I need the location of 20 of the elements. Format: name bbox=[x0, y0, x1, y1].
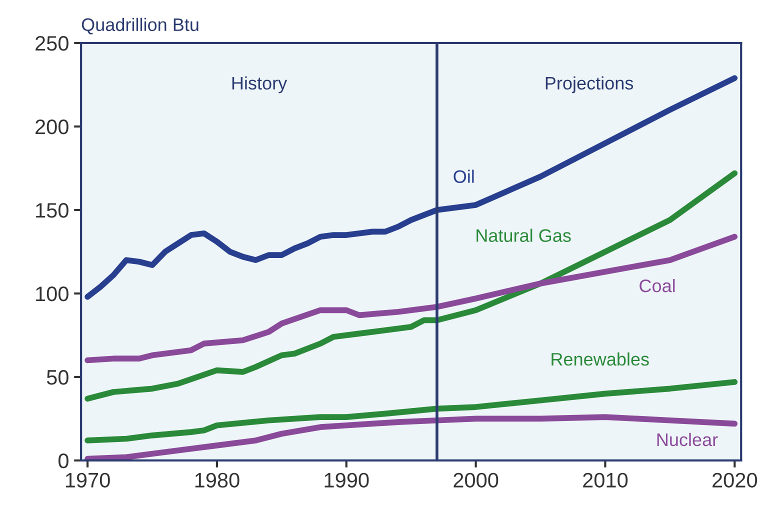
y-tick-label: 100 bbox=[36, 286, 68, 302]
annotation: History bbox=[232, 76, 288, 94]
x-tick-label: 1980 bbox=[195, 472, 240, 488]
y-axis-title: Quadrillion Btu bbox=[82, 18, 198, 34]
x-tick-label: 1970 bbox=[66, 472, 110, 488]
x-tick-label: 2000 bbox=[454, 472, 498, 488]
series-label: Oil bbox=[454, 170, 474, 183]
series-label: Nuclear bbox=[657, 432, 718, 446]
y-tick-label: 150 bbox=[36, 202, 68, 218]
y-tick-label: 200 bbox=[36, 120, 68, 134]
x-tick-label: 1990 bbox=[324, 472, 369, 488]
series-label: Natural Gas bbox=[476, 228, 571, 242]
y-tick-label: 250 bbox=[36, 36, 68, 51]
annotation: Projections bbox=[546, 76, 634, 94]
y-tick-label: 0 bbox=[58, 453, 68, 468]
series-label: Coal bbox=[640, 279, 675, 292]
x-tick-label: 2020 bbox=[712, 472, 758, 488]
y-tick-label: 50 bbox=[46, 370, 68, 385]
series-label: Renewables bbox=[552, 352, 649, 366]
x-tick-label: 2010 bbox=[583, 472, 628, 488]
